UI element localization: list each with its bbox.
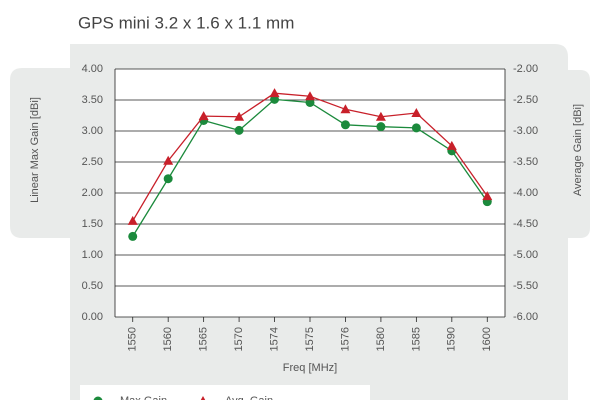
y2-tick-label: -4.00: [513, 187, 538, 199]
x-tick-label: 1574: [268, 327, 280, 351]
triangle-marker: [163, 155, 174, 165]
triangle-marker: [234, 111, 245, 121]
circle-marker: [128, 231, 138, 241]
legend-box: [80, 385, 370, 400]
x-tick-label: 1565: [198, 327, 210, 351]
triangle-marker: [411, 108, 422, 118]
y-tick-label: 4.00: [82, 63, 103, 75]
triangle-marker: [375, 111, 386, 121]
x-tick-label: 1570: [233, 327, 245, 351]
x-tick-label: 1550: [127, 327, 139, 351]
y-tick-label: 0.00: [82, 311, 103, 323]
x-tick-label: 1575: [304, 327, 316, 351]
circle-marker: [376, 122, 386, 132]
y-tick-label: 3.50: [82, 94, 103, 106]
y2-tick-label: -4.50: [513, 218, 538, 230]
legend-label: Avg. Gain: [225, 395, 273, 400]
x-tick-label: 1580: [375, 327, 387, 351]
y2-axis-label: Average Gain [dBi]: [572, 104, 584, 196]
triangle-marker: [305, 91, 315, 101]
y2-tick-label: -2.50: [513, 94, 538, 106]
y2-tick-label: -3.00: [513, 125, 538, 137]
triangle-marker: [482, 191, 493, 201]
y-axis-label: Linear Max Gain [dBi]: [29, 97, 41, 203]
triangle-marker: [198, 111, 209, 121]
y2-tick-label: -2.00: [513, 63, 538, 75]
legend-label: Max Gain: [120, 395, 167, 400]
x-tick-label: 1585: [410, 327, 422, 351]
y-tick-label: 0.50: [82, 280, 103, 292]
triangle-marker: [446, 140, 457, 150]
x-tick-label: 1576: [339, 327, 351, 351]
circle-marker: [234, 125, 244, 135]
circle-marker: [411, 123, 421, 133]
y-tick-label: 1.50: [82, 218, 103, 230]
chart-title: GPS mini 3.2 x 1.6 x 1.1 mm: [78, 13, 294, 32]
y-tick-label: 3.00: [82, 125, 103, 137]
y-tick-label: 2.50: [82, 156, 103, 168]
y2-tick-label: -5.00: [513, 249, 538, 261]
x-axis-label: Freq [MHz]: [283, 362, 337, 374]
x-tick-label: 1590: [446, 327, 458, 351]
x-tick-label: 1600: [481, 327, 493, 351]
y2-tick-label: -5.50: [513, 280, 538, 292]
circle-marker: [340, 120, 350, 130]
circle-marker: [163, 174, 173, 184]
circle-marker: [93, 396, 103, 400]
triangle-marker: [269, 88, 280, 98]
y-tick-label: 2.00: [82, 187, 103, 199]
triangle-marker: [340, 104, 351, 114]
y2-tick-label: -6.00: [513, 311, 538, 323]
x-tick-label: 1560: [162, 327, 174, 351]
y2-tick-label: -3.50: [513, 156, 538, 168]
triangle-marker: [127, 215, 138, 225]
triangle-marker: [200, 396, 206, 400]
y-tick-label: 1.00: [82, 249, 103, 261]
